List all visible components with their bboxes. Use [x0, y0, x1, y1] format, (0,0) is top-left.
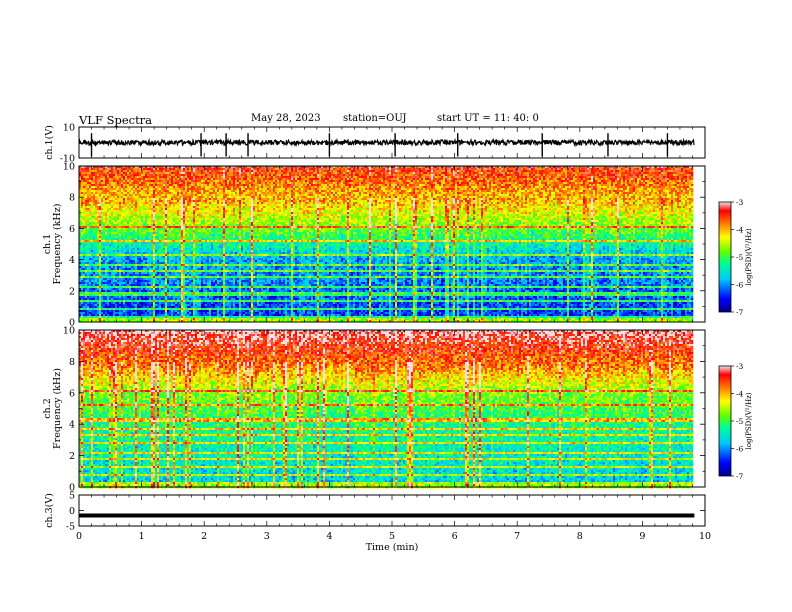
colorbar-label: log(PSD)(V²/Hz)	[745, 392, 753, 449]
x-tick-label: 6	[452, 531, 458, 542]
x-tick-label: 7	[514, 531, 520, 542]
y-axis-label: Frequency (kHz)	[52, 368, 63, 449]
y-axis-label: Frequency (kHz)	[52, 204, 63, 285]
x-tick-label: 1	[139, 531, 145, 542]
colorbar-gradient	[719, 202, 731, 312]
y-tick-label: 10	[63, 326, 75, 337]
y-axis-label: ch.3(V)	[44, 493, 55, 528]
y-tick-label: 0	[69, 506, 75, 517]
colorbar: -3 -4 -5 -6 -7 log(PSD)(V²/Hz)	[719, 198, 753, 317]
y-tick-label: 4	[69, 255, 75, 266]
colorbar: -3 -4 -5 -6 -7 log(PSD)(V²/Hz)	[719, 362, 753, 481]
y-tick-label: 6	[69, 224, 75, 235]
colorbar-tick-label: -5	[736, 253, 744, 262]
y-tick-label: 6	[69, 388, 75, 399]
y-tick-label: 8	[69, 193, 75, 204]
ch1-trace	[79, 140, 694, 145]
y-tick-label: 8	[69, 357, 75, 368]
x-tick-label: 8	[577, 531, 583, 542]
y-tick-label: 2	[69, 451, 75, 462]
y-tick-label: 4	[69, 420, 75, 431]
x-tick-label: 4	[326, 531, 332, 542]
x-tick-label: 3	[264, 531, 270, 542]
y-tick-label: -5	[66, 522, 75, 533]
colorbar-tick-label: -4	[736, 390, 744, 399]
colorbar-tick-label: -4	[736, 226, 744, 235]
colorbar-tick-label: -7	[736, 308, 744, 317]
colorbar-tick-label: -6	[736, 445, 744, 454]
colorbar-tick-label: -3	[736, 362, 744, 371]
colorbar-tick-label: -6	[736, 281, 744, 290]
colorbar-tick-label: -3	[736, 198, 744, 207]
y-tick-label: -10	[60, 154, 75, 165]
colorbar-gradient	[719, 366, 731, 476]
ch3-waveform: 5 0 -5 ch.3(V)	[44, 491, 705, 533]
colorbar-label: log(PSD)(V²/Hz)	[745, 228, 753, 285]
x-tick-label: 0	[76, 531, 82, 542]
x-tick-label: 9	[639, 531, 645, 542]
colorbar-tick-label: -5	[736, 417, 744, 426]
y-tick-label: 2	[69, 286, 75, 297]
ch1-waveform: 10 -10 ch.1(V)	[44, 123, 705, 165]
y-tick-label: 10	[63, 123, 75, 134]
x-tick-label: 10	[699, 531, 711, 542]
y-tick-label: 5	[69, 491, 75, 502]
colorbar-tick-label: -7	[736, 472, 744, 481]
y-axis-label: ch.1(V)	[44, 125, 55, 160]
x-ticks: 0 1 2 3 4 5 6 7 8 9 10	[76, 495, 711, 542]
x-tick-label: 5	[389, 531, 395, 542]
x-axis-label: Time (min)	[366, 542, 419, 553]
x-tick-label: 2	[201, 531, 207, 542]
